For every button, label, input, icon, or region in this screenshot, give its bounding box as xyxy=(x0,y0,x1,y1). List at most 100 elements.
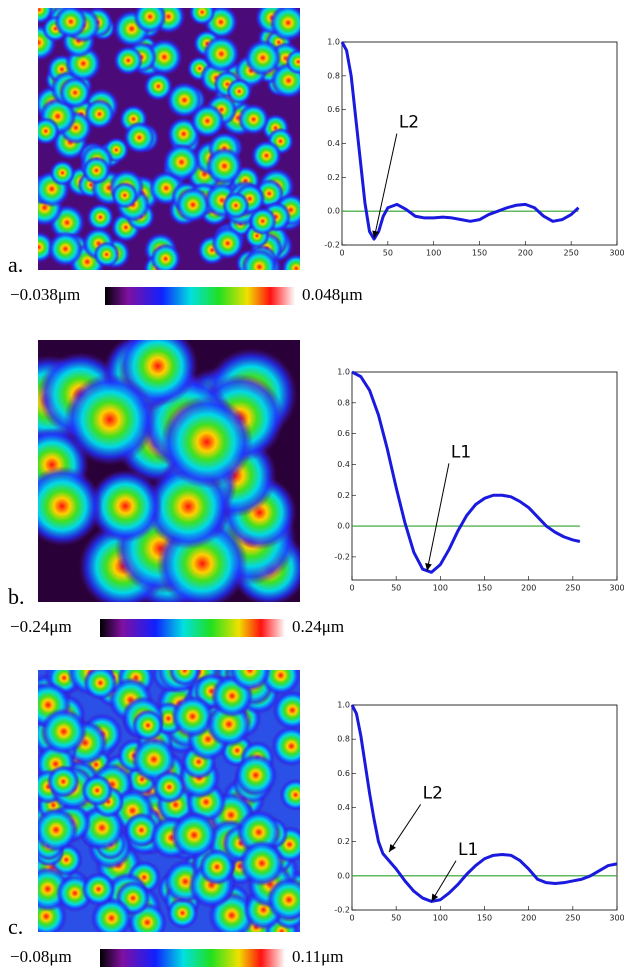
heatmap-blob xyxy=(83,670,118,701)
line xyxy=(350,704,618,903)
arrow-head xyxy=(431,893,439,902)
heatmap-blob xyxy=(269,8,300,42)
heatmap-blob xyxy=(272,690,300,731)
x-tick-label: 100 xyxy=(426,249,441,258)
plot-frame xyxy=(351,371,618,581)
colorbar xyxy=(105,287,295,305)
x-tick-label: 150 xyxy=(477,584,492,593)
panel-label: b. xyxy=(8,584,25,609)
line xyxy=(351,370,581,574)
heatmap-blob xyxy=(279,778,300,812)
heatmap-blob xyxy=(40,707,88,756)
heatmap-blob xyxy=(238,839,286,887)
panel-label: a. xyxy=(8,252,23,277)
y-tick-label: 0.8 xyxy=(337,735,350,744)
heatmap-blob xyxy=(38,807,79,853)
heatmap-blob xyxy=(123,121,156,154)
heatmap-blob xyxy=(58,76,92,110)
heatmap-blob xyxy=(250,139,283,172)
y-tick-label: 0.4 xyxy=(337,803,350,812)
heatmap-blob xyxy=(189,103,225,139)
heatmap xyxy=(38,340,300,602)
annotation-arrow xyxy=(388,804,422,853)
heatmap-blob xyxy=(205,147,244,186)
colorbar xyxy=(100,949,285,967)
colorbar-max-label: 0.11μm xyxy=(292,947,343,966)
colorbar-min-label: −0.08μm xyxy=(10,947,72,966)
heatmap-blob xyxy=(165,81,203,119)
annotation-arrow xyxy=(426,463,450,571)
y-tick-label: 1.0 xyxy=(327,38,340,47)
heatmap-blob xyxy=(162,143,201,182)
x-tick-label: 50 xyxy=(391,584,401,593)
annotation: L2 xyxy=(423,783,443,803)
heatmap-blob xyxy=(166,896,199,930)
colorbar-min-label: −0.038μm xyxy=(10,285,80,304)
arrow-head xyxy=(425,562,432,571)
x-tick-label: 200 xyxy=(518,249,533,258)
heatmap-blob xyxy=(145,38,184,76)
heatmap-blob xyxy=(170,811,219,859)
y-tick-label: 1.0 xyxy=(337,701,350,710)
heatmap-blob xyxy=(88,469,163,543)
heatmap-blob xyxy=(281,253,300,270)
arrow-head xyxy=(372,230,379,239)
heatmap-blob xyxy=(237,103,270,136)
heatmap-blob xyxy=(248,206,278,236)
y-tick-label: -0.2 xyxy=(324,241,340,250)
heatmap-blob xyxy=(113,45,144,76)
heatmap-blob xyxy=(143,71,174,102)
annotation: L1 xyxy=(451,442,471,462)
heatmap-blob xyxy=(38,466,102,547)
heatmap-blob xyxy=(285,48,300,75)
x-tick-label: 150 xyxy=(472,249,487,258)
heatmap-blob xyxy=(131,709,165,742)
heatmap-blob xyxy=(233,753,278,798)
annotation: L2 xyxy=(399,113,419,133)
y-tick-label: 0.8 xyxy=(337,398,350,407)
heatmap-blob xyxy=(82,156,111,185)
x-tick-label: 300 xyxy=(609,584,624,593)
y-tick-label: -0.2 xyxy=(334,906,350,915)
y-tick-label: 0.2 xyxy=(337,491,350,500)
annotation: L1 xyxy=(458,840,478,860)
y-tick-label: 0.4 xyxy=(337,460,350,469)
heatmap-blob xyxy=(49,159,76,186)
heatmap-blob xyxy=(198,848,236,886)
annotation-arrow xyxy=(431,860,457,902)
heatmap xyxy=(38,8,300,270)
arrow-head xyxy=(389,844,396,852)
y-tick-label: 1.0 xyxy=(337,368,350,377)
heatmap-blob xyxy=(221,191,250,220)
heatmap-blob xyxy=(244,39,282,77)
heatmap-blob xyxy=(111,181,139,209)
heatmap-blob xyxy=(93,241,120,268)
colorbar xyxy=(100,619,285,637)
y-tick-label: 0.0 xyxy=(337,871,350,880)
x-tick-label: 0 xyxy=(339,249,344,258)
colorbar-max-label: 0.048μm xyxy=(302,285,363,304)
heatmap-blob xyxy=(46,764,80,799)
x-tick-label: 300 xyxy=(609,249,624,258)
heatmap-blob xyxy=(211,226,245,260)
y-tick-label: 0.6 xyxy=(337,429,350,438)
heatmap-blob xyxy=(240,248,278,270)
x-tick-label: 300 xyxy=(609,914,624,923)
x-tick-label: 0 xyxy=(349,584,354,593)
x-tick-label: 250 xyxy=(565,914,580,923)
heatmap-blob xyxy=(150,243,182,270)
x-tick-label: 150 xyxy=(477,914,492,923)
y-tick-label: -0.2 xyxy=(334,552,350,561)
y-tick-label: 0.2 xyxy=(327,173,340,182)
x-tick-label: 50 xyxy=(391,914,401,923)
heatmap-blob xyxy=(228,670,272,692)
heatmap-blob xyxy=(152,770,187,804)
x-tick-label: 100 xyxy=(433,584,448,593)
heatmap-blob xyxy=(270,725,300,767)
heatmap-blob xyxy=(174,186,211,223)
y-tick-label: 0.6 xyxy=(327,105,340,114)
x-tick-label: 0 xyxy=(349,914,354,923)
annotation-arrow xyxy=(373,133,398,239)
